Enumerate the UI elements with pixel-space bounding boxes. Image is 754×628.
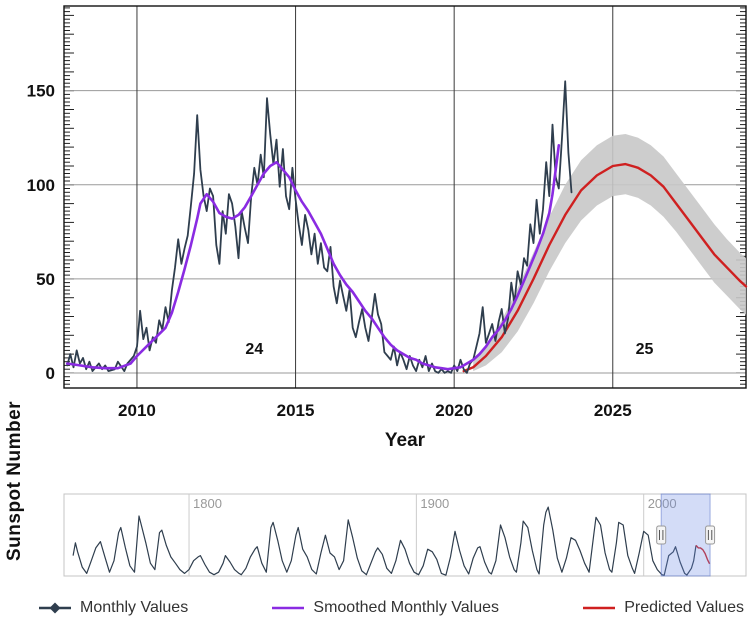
- navigator-handle-left[interactable]: [656, 525, 667, 545]
- x-tick-label: 2015: [277, 401, 315, 420]
- navigator-decade-label: 1800: [193, 496, 222, 511]
- navigator-strip[interactable]: 1800 1900 2000: [0, 492, 754, 580]
- predicted-values-legend-marker-icon: [583, 606, 616, 610]
- legend-label: Predicted Values: [624, 599, 744, 616]
- monthly-values-legend-marker-icon: [39, 602, 71, 614]
- x-tick-label: 2020: [435, 401, 473, 420]
- x-axis-title: Year: [385, 430, 426, 451]
- y-tick-label: 0: [46, 364, 55, 383]
- legend-item-monthly-values[interactable]: Monthly Values: [38, 599, 188, 617]
- navigator-historical-series: [72, 506, 697, 576]
- x-tick-label: 2025: [594, 401, 632, 420]
- x-tick-label: 2010: [118, 401, 156, 420]
- legend-item-predicted-values[interactable]: Predicted Values: [582, 599, 744, 617]
- legend: Monthly Values Smoothed Monthly Values Pre…: [0, 592, 754, 624]
- plot-frame: [63, 5, 747, 389]
- smoothed-monthly-values-series: [65, 144, 561, 371]
- legend-label: Monthly Values: [80, 599, 189, 616]
- legend-item-smoothed-monthly-values[interactable]: Smoothed Monthly Values: [271, 599, 499, 617]
- navigator-decade-label: 2000: [648, 496, 677, 511]
- navigator-decade-label: 1900: [420, 496, 449, 511]
- monthly-values-series: [66, 80, 573, 374]
- legend-label: Smoothed Monthly Values: [313, 599, 499, 616]
- y-tick-label: 50: [36, 270, 55, 289]
- predicted-values-series: [462, 162, 748, 373]
- navigator-frame: [63, 493, 747, 577]
- main-chart: 24 25 0 50 100 150 2010 2015 2020 2025 Year: [27, 5, 748, 451]
- solar-cycle-label: 24: [245, 341, 263, 358]
- navigator-selection[interactable]: [660, 493, 711, 577]
- solar-cycle-label: 25: [636, 341, 654, 358]
- y-tick-label: 100: [27, 176, 55, 195]
- smoothed-monthly-values-legend-marker-icon: [272, 606, 305, 610]
- y-tick-label: 150: [27, 82, 55, 101]
- navigator-predicted-series: [695, 544, 711, 565]
- navigator-handle-right[interactable]: [705, 525, 716, 545]
- prediction-uncertainty-band: [473, 134, 746, 372]
